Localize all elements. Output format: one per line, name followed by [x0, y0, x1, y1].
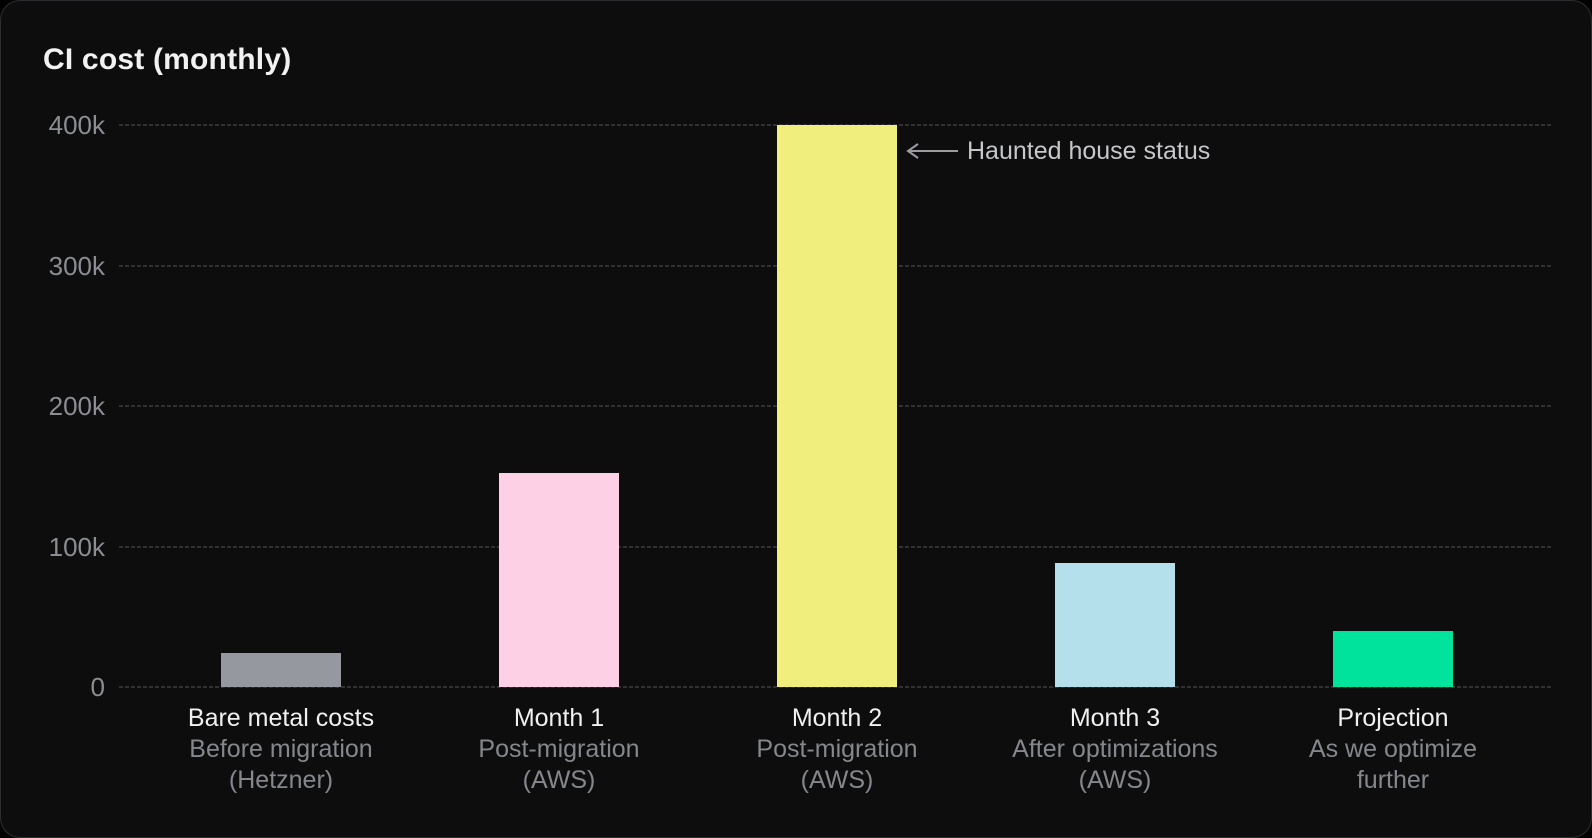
category-sublabel: (AWS)	[1078, 766, 1152, 794]
annotation: Haunted house status	[903, 136, 1210, 166]
category-sublabel: (AWS)	[522, 766, 596, 794]
arrow-left-icon	[903, 142, 959, 160]
category-sublabel: Before migration	[189, 735, 373, 763]
category-sublabel: (Hetzner)	[228, 766, 334, 794]
category-label: Month 1	[513, 704, 605, 732]
category-label-block: Month 2 Post-migration (AWS)	[677, 703, 997, 796]
category-label-block: Bare metal costs Before migration (Hetzner…	[121, 703, 441, 796]
y-axis-tick-label: 100k	[48, 531, 105, 562]
category-label: Month 2	[791, 704, 883, 732]
category-label: Month 3	[1069, 704, 1161, 732]
chart-title: CI cost (monthly)	[43, 43, 292, 76]
y-axis-tick-label: 400k	[48, 110, 105, 140]
category-sublabel: As we optimize	[1308, 735, 1478, 763]
bar	[1055, 563, 1175, 687]
category-label: Projection	[1337, 704, 1449, 732]
category-sublabel: Post-migration	[756, 735, 918, 763]
category-label-block: Month 1 Post-migration (AWS)	[399, 703, 719, 796]
bar	[499, 473, 619, 687]
y-axis-tick-label: 200k	[48, 391, 105, 421]
category-sublabel: further	[1356, 766, 1430, 794]
category-label-block: Month 3 After optimizations (AWS)	[955, 703, 1275, 796]
category-label-block: Projection As we optimize further	[1233, 703, 1553, 796]
bar	[777, 125, 897, 687]
bar	[221, 653, 341, 687]
y-axis-tick-label: 300k	[48, 250, 105, 281]
gridline	[119, 686, 1553, 688]
annotation-text: Haunted house status	[967, 136, 1211, 165]
category-sublabel: (AWS)	[800, 766, 874, 794]
category-label: Bare metal costs	[187, 704, 375, 732]
y-axis-tick-label: 0	[90, 672, 105, 702]
bar	[1333, 630, 1453, 687]
category-sublabel: After optimizations	[1012, 735, 1218, 763]
category-sublabel: Post-migration	[478, 735, 640, 763]
